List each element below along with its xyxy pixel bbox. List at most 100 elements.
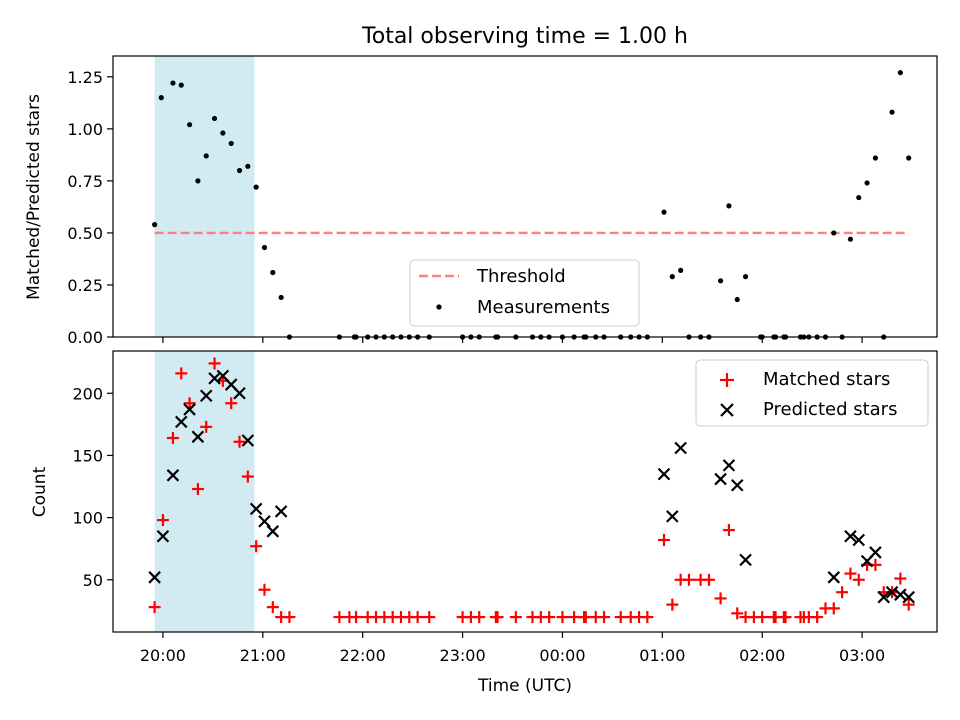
predicted-star-point [166,469,180,482]
predicted-star-point [902,590,915,604]
predicted-star-point [730,479,744,492]
top-y-tick-label: 0.00 [67,328,103,347]
matched-star-point [731,607,744,620]
top-legend: Threshold Measurements [409,259,640,327]
matched-star-point [598,611,611,624]
top-y-tick-label: 0.50 [67,224,103,243]
top-panel: 0.00 0.25 0.50 0.75 1.00 1.25 Matched/Predict… [24,55,938,347]
matched-star-point [714,592,727,605]
legend-measurements-swatch [436,304,442,310]
measurement-point [897,70,903,76]
matched-star-point [682,573,695,586]
measurement-point [270,269,276,276]
measurement-point [889,109,895,115]
bottom-y-tick-label: 50 [83,571,103,590]
predicted-star-point [894,588,907,601]
x-axis-label: Time (UTC) [477,676,572,696]
bottom-y-tick-label: 200 [72,384,103,403]
matched-star-point [258,583,271,596]
measurement-point [152,222,158,228]
predicted-star-point [722,459,736,472]
predicted-star-point [274,505,288,518]
matched-star-point [556,611,569,624]
measurement-point [678,267,684,273]
bottom-y-axis-label: Count [30,466,50,517]
measurement-point [661,209,667,215]
predicted-star-point [674,441,687,455]
matched-star-point [166,432,179,445]
measurement-point [847,236,854,242]
measurement-point [734,296,740,303]
x-tick-label: 02:00 [739,646,785,665]
predicted-star-point [666,510,679,523]
matched-star-point [233,435,246,448]
top-y-axis-label: Matched/Predicted stars [24,94,44,300]
predicted-star-point [258,515,271,528]
bottom-x-ticks: 20:00 21:00 22:00 23:00 00:00 01:00 02:00 03:00 [140,632,885,665]
measurement-point [236,167,243,174]
matched-stars-points [148,357,915,624]
matched-star-point [491,611,504,624]
measurement-point [726,203,732,209]
measurement-point [158,95,164,101]
measurement-points [152,70,912,340]
bottom-panel: 50 100 150 200 20:00 21:00 22:00 23:00 00:00 01:… [30,350,938,696]
top-highlight-span [154,56,255,337]
top-x-ticks [162,337,863,343]
matched-star-point [836,586,849,599]
matched-star-point [779,611,792,624]
x-tick-label: 03:00 [839,646,885,665]
predicted-star-point [827,571,841,584]
bottom-legend-box [695,359,929,427]
predicted-star-point [241,434,255,447]
measurement-point [228,140,234,147]
matched-star-point [225,397,238,410]
measurement-point [245,163,251,169]
predicted-star-point [156,529,170,543]
predicted-star-point [183,403,196,416]
bottom-legend: Matched stars Predicted stars [695,359,929,427]
predicted-star-point [714,472,727,486]
legend-threshold-label: Threshold [476,266,566,287]
predicted-star-point [191,430,205,444]
legend-matched-label: Matched stars [763,369,890,390]
legend-measurements-label: Measurements [477,297,610,318]
matched-star-point [283,611,296,624]
bottom-y-tick-label: 100 [72,509,103,528]
chart-title: Total observing time = 1.00 h [361,24,688,49]
matched-star-point [811,611,824,624]
predicted-star-point [199,389,213,403]
top-plot-frame [112,55,938,338]
top-legend-box [409,259,640,327]
matched-star-point [200,420,213,433]
x-tick-label: 20:00 [140,646,186,665]
matched-star-point [208,357,221,370]
matched-star-point [156,514,169,527]
measurement-point [170,80,176,86]
predicted-star-point [233,386,246,400]
predicted-star-point [148,571,161,584]
measurement-point [742,274,749,280]
top-y-tick-label: 0.75 [67,172,103,191]
legend-predicted-swatch [720,403,734,417]
x-tick-label: 00:00 [539,646,585,665]
measurement-point [717,278,724,284]
top-y-ticks: 0.00 0.25 0.50 0.75 1.00 1.25 [67,68,113,347]
bottom-y-ticks: 50 100 150 200 [72,384,113,590]
matched-star-point [852,573,865,586]
predicted-star-point [249,502,263,516]
predicted-star-point [657,467,671,481]
legend-matched-swatch [720,373,734,387]
x-tick-label: 21:00 [240,646,286,665]
predicted-star-point [869,546,882,559]
bottom-plot-frame [112,350,938,633]
matched-star-point [241,470,254,483]
matched-star-point [175,367,188,380]
x-tick-label: 22:00 [340,646,386,665]
matched-star-point [702,573,715,586]
top-y-tick-label: 1.25 [67,68,103,87]
predicted-stars-points [148,369,915,604]
matched-star-point [641,611,654,624]
matched-star-point [148,601,161,614]
